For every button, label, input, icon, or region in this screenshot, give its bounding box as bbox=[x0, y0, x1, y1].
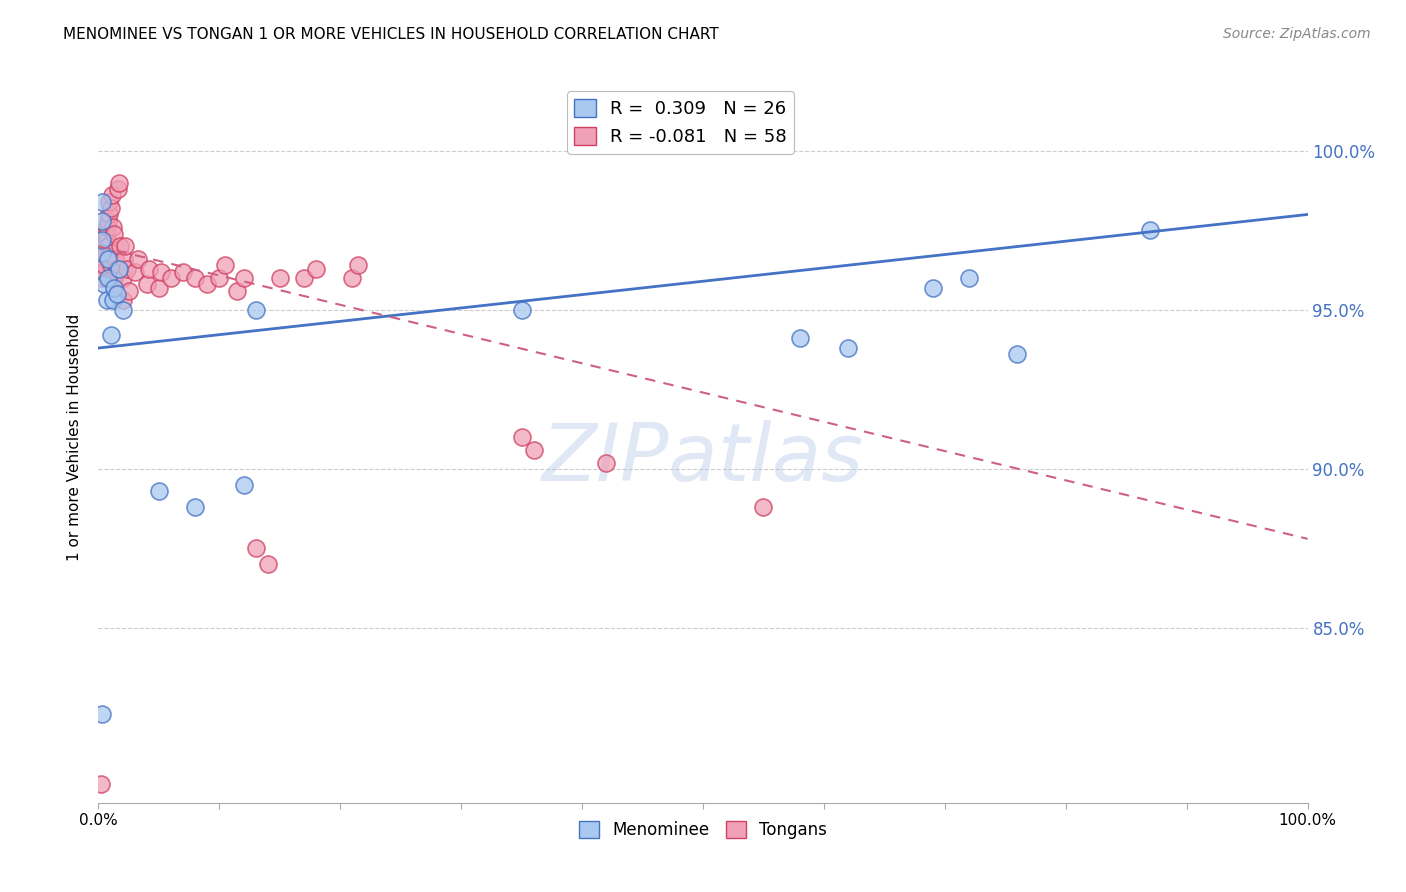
Point bbox=[100, 258, 122, 272]
Text: Source: ZipAtlas.com: Source: ZipAtlas.com bbox=[1223, 27, 1371, 41]
Point bbox=[96, 233, 118, 247]
Point bbox=[108, 261, 131, 276]
Point bbox=[148, 280, 170, 294]
Point bbox=[91, 194, 114, 209]
Point bbox=[111, 293, 134, 308]
Point bbox=[305, 261, 328, 276]
Point bbox=[101, 293, 124, 308]
Point bbox=[112, 252, 135, 266]
Point bbox=[138, 261, 160, 276]
Point bbox=[117, 261, 139, 276]
Point bbox=[96, 293, 118, 308]
Point bbox=[837, 341, 859, 355]
Text: ZIPatlas: ZIPatlas bbox=[541, 420, 865, 498]
Point bbox=[118, 284, 141, 298]
Point bbox=[957, 271, 980, 285]
Point bbox=[91, 214, 114, 228]
Point bbox=[93, 258, 115, 272]
Point bbox=[160, 271, 183, 285]
Point bbox=[108, 176, 131, 190]
Point bbox=[97, 271, 120, 285]
Point bbox=[292, 271, 315, 285]
Point bbox=[195, 277, 218, 292]
Point bbox=[105, 261, 128, 276]
Point bbox=[100, 188, 122, 202]
Point bbox=[232, 477, 254, 491]
Point bbox=[97, 252, 120, 266]
Point bbox=[91, 245, 114, 260]
Point bbox=[347, 258, 370, 272]
Point bbox=[111, 271, 134, 285]
Text: MENOMINEE VS TONGAN 1 OR MORE VEHICLES IN HOUSEHOLD CORRELATION CHART: MENOMINEE VS TONGAN 1 OR MORE VEHICLES I… bbox=[63, 27, 718, 42]
Point bbox=[245, 541, 267, 556]
Point bbox=[101, 220, 124, 235]
Point bbox=[101, 277, 124, 292]
Point bbox=[921, 280, 943, 294]
Point bbox=[1139, 223, 1161, 237]
Point bbox=[269, 271, 291, 285]
Point bbox=[184, 271, 207, 285]
Point bbox=[150, 265, 173, 279]
Point bbox=[226, 284, 249, 298]
Point bbox=[90, 777, 112, 791]
Point bbox=[124, 265, 146, 279]
Point bbox=[510, 302, 533, 317]
Point bbox=[232, 271, 254, 285]
Point bbox=[105, 287, 128, 301]
Point bbox=[184, 500, 207, 514]
Point bbox=[172, 265, 194, 279]
Point bbox=[103, 271, 125, 285]
Point bbox=[98, 207, 121, 221]
Point bbox=[91, 271, 114, 285]
Point bbox=[96, 220, 118, 235]
Point bbox=[1007, 347, 1029, 361]
Point bbox=[107, 182, 129, 196]
Point bbox=[94, 245, 117, 260]
Point bbox=[91, 706, 114, 721]
Point bbox=[97, 239, 120, 253]
Point bbox=[135, 277, 157, 292]
Point bbox=[752, 500, 775, 514]
Point bbox=[245, 302, 267, 317]
Point bbox=[97, 214, 120, 228]
Point bbox=[91, 233, 114, 247]
Point bbox=[103, 227, 125, 241]
Point bbox=[214, 258, 236, 272]
Point bbox=[595, 456, 617, 470]
Point bbox=[98, 194, 121, 209]
Point bbox=[91, 265, 114, 279]
Point bbox=[111, 302, 134, 317]
Point bbox=[104, 252, 127, 266]
Point bbox=[256, 558, 278, 572]
Point bbox=[93, 239, 115, 253]
Point bbox=[108, 239, 131, 253]
Point bbox=[100, 245, 122, 260]
Point bbox=[100, 328, 122, 343]
Point bbox=[127, 252, 149, 266]
Point bbox=[208, 271, 231, 285]
Point bbox=[100, 201, 122, 215]
Point bbox=[523, 442, 546, 457]
Point bbox=[93, 277, 115, 292]
Point bbox=[510, 430, 533, 444]
Point bbox=[148, 484, 170, 499]
Point bbox=[94, 227, 117, 241]
Point bbox=[103, 280, 125, 294]
Point bbox=[114, 239, 136, 253]
Point bbox=[789, 331, 811, 345]
Y-axis label: 1 or more Vehicles in Household: 1 or more Vehicles in Household bbox=[67, 313, 83, 561]
Legend: Menominee, Tongans: Menominee, Tongans bbox=[572, 814, 834, 846]
Point bbox=[342, 271, 364, 285]
Point bbox=[91, 252, 114, 266]
